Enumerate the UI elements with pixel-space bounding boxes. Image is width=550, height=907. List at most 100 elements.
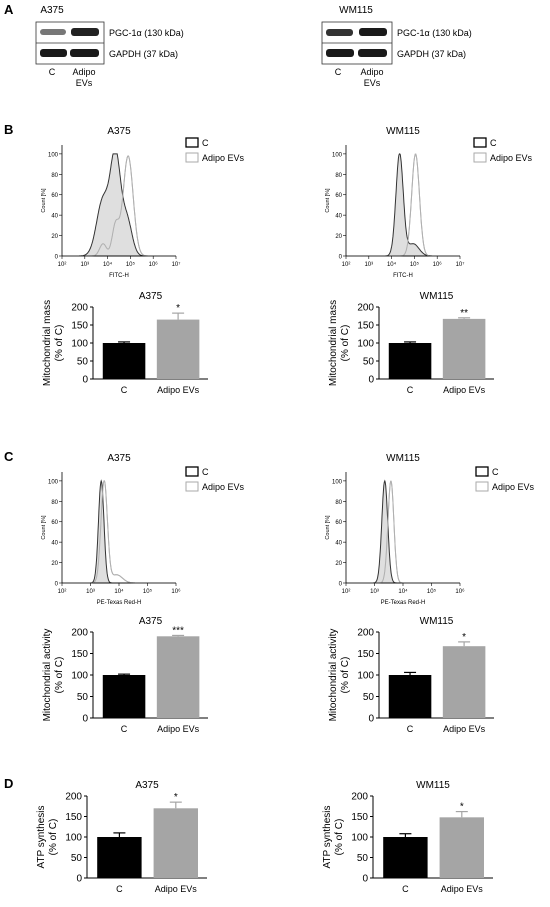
- y-tick-label: 20: [51, 234, 58, 240]
- y-tick-label: 60: [51, 520, 58, 526]
- histogram-control: [346, 153, 460, 257]
- y-tick-label: 150: [357, 321, 374, 332]
- band-label: PGC-1α (130 kDa): [109, 28, 184, 38]
- y-tick-label: 40: [335, 541, 342, 547]
- y-tick-label: 0: [82, 375, 88, 386]
- bar-control: [388, 675, 432, 718]
- category-label: C: [402, 884, 409, 894]
- legend-c-wm115: C Adipo EVs: [475, 466, 535, 492]
- y-axis-label: Mitochondrial activity: [328, 629, 339, 722]
- y-tick-label: 0: [82, 714, 88, 725]
- bar-chart-d-a375: A375 0 50 100 150 200 ATP synthesis (% of C) C * A…: [36, 780, 207, 894]
- category-label: C: [121, 385, 128, 395]
- y-tick-label: 200: [357, 628, 374, 639]
- y-tick-label: 60: [335, 193, 342, 199]
- bar-control: [97, 837, 142, 878]
- flow-histogram-c-wm115: WM115 PE-Texas Red-H 0 20 40 60 80 100 Count […: [325, 453, 465, 606]
- x-tick-label: 10⁵: [143, 588, 153, 595]
- x-tick-label: 10²: [58, 589, 67, 595]
- legend-c: C: [202, 467, 209, 477]
- chart-title: WM115: [416, 780, 450, 791]
- y-tick-label: 150: [71, 649, 88, 660]
- y-tick-label: 20: [51, 561, 58, 567]
- significance-marker: *: [176, 303, 180, 314]
- x-tick-label: 10⁵: [126, 261, 136, 268]
- bar-control: [102, 675, 146, 718]
- histogram-control: [62, 479, 176, 584]
- x-tick-label: 10⁴: [387, 261, 397, 268]
- significance-marker: *: [460, 802, 464, 813]
- bar-chart-c-wm115: WM115 0 50 100 150 200 Mitochondrial activity(…: [328, 616, 494, 734]
- y-tick-label: 50: [71, 853, 83, 864]
- y-tick-label: 80: [335, 173, 342, 179]
- legend-c: C: [492, 467, 499, 477]
- y-tick-label: 50: [363, 692, 375, 703]
- histogram-title: WM115: [386, 126, 420, 137]
- y-axis-label: Mitochondrial activity: [42, 629, 53, 722]
- legend-b-wm115: C Adipo EVs: [473, 137, 533, 163]
- y-tick-label: 80: [51, 173, 58, 179]
- bar-control: [102, 343, 146, 379]
- bar-adipo-evs: [156, 636, 200, 718]
- bar-chart-d-wm115: WM115 0 50 100 150 200 ATP synthesis (% of C) C *…: [322, 780, 493, 894]
- blot-band: [359, 28, 387, 36]
- x-axis-label: PE-Texas Red-H: [97, 600, 142, 606]
- x-tick-label: 10⁶: [149, 261, 159, 268]
- histogram-adipo-evs: [346, 480, 460, 584]
- significance-marker: **: [460, 308, 468, 319]
- bar-control: [383, 837, 428, 878]
- category-label: Adipo EVs: [155, 884, 198, 894]
- histogram-adipo-evs-outline: [62, 480, 176, 584]
- y-tick-label: 100: [357, 671, 374, 682]
- band-label: GAPDH (37 kDa): [109, 49, 178, 59]
- y-tick-label: 0: [55, 582, 59, 588]
- x-tick-label: 10⁷: [456, 261, 465, 268]
- lane-label: Adipo: [360, 67, 383, 77]
- y-tick-label: 150: [351, 812, 368, 823]
- x-tick-label: 10²: [58, 262, 67, 268]
- bar-adipo-evs: [439, 817, 484, 878]
- y-axis-label: Count [%]: [41, 188, 47, 213]
- y-tick-label: 200: [71, 303, 88, 314]
- histogram-title: WM115: [386, 453, 420, 464]
- category-label: Adipo EVs: [443, 724, 486, 734]
- blot-wm115: WM115 PGC-1α (130 kDa) GAPDH (37 kDa) C …: [321, 5, 472, 88]
- y-tick-label: 100: [71, 671, 88, 682]
- x-tick-label: 10⁶: [171, 588, 181, 595]
- category-label: C: [407, 385, 414, 395]
- x-tick-label: 10⁴: [114, 588, 124, 595]
- category-label: Adipo EVs: [443, 385, 486, 395]
- y-tick-label: 50: [77, 357, 89, 368]
- bar-adipo-evs: [156, 319, 200, 379]
- bar-chart-b-a375: A375 0 50 100 150 200 Mitochondrial mass (% of …: [42, 291, 208, 395]
- x-tick-label: 10³: [80, 262, 89, 268]
- y-tick-label: 40: [51, 541, 58, 547]
- y-tick-label: 20: [335, 234, 342, 240]
- histogram-control: [346, 479, 460, 584]
- bar-chart-c-a375: A375 0 50 100 150 200 Mitochondrial activity (%…: [42, 616, 208, 734]
- y-tick-label: 100: [332, 152, 343, 158]
- legend-c: C: [490, 138, 497, 148]
- y-tick-label: 40: [51, 214, 58, 220]
- y-axis-label: Mitochondrial mass: [42, 300, 53, 386]
- blot-title: A375: [40, 5, 64, 16]
- lane-label: C: [335, 67, 342, 77]
- legend-c-a375: C Adipo EVs: [185, 466, 245, 492]
- x-axis-label: PE-Texas Red-H: [381, 600, 426, 606]
- y-tick-label: 100: [71, 339, 88, 350]
- x-tick-label: 10⁵: [410, 261, 420, 268]
- y-tick-label: 0: [339, 255, 343, 261]
- y-tick-label: 40: [335, 214, 342, 220]
- x-tick-label: 10⁵: [427, 588, 437, 595]
- blot-band: [40, 29, 66, 35]
- y-axis-label: Count [%]: [41, 515, 47, 540]
- flow-histogram-b-wm115: WM115 FITC-H 0 20 40 60 80 100 Count [%] 10² 10³…: [325, 126, 464, 279]
- x-axis-label: FITC-H: [393, 273, 413, 279]
- y-tick-label: 150: [357, 649, 374, 660]
- panel-letter-d: D: [4, 776, 13, 791]
- y-axis-label: (% of C): [340, 657, 351, 694]
- y-axis-label: ATP synthesis: [322, 806, 333, 869]
- y-tick-label: 80: [51, 500, 58, 506]
- category-label: Adipo EVs: [157, 385, 200, 395]
